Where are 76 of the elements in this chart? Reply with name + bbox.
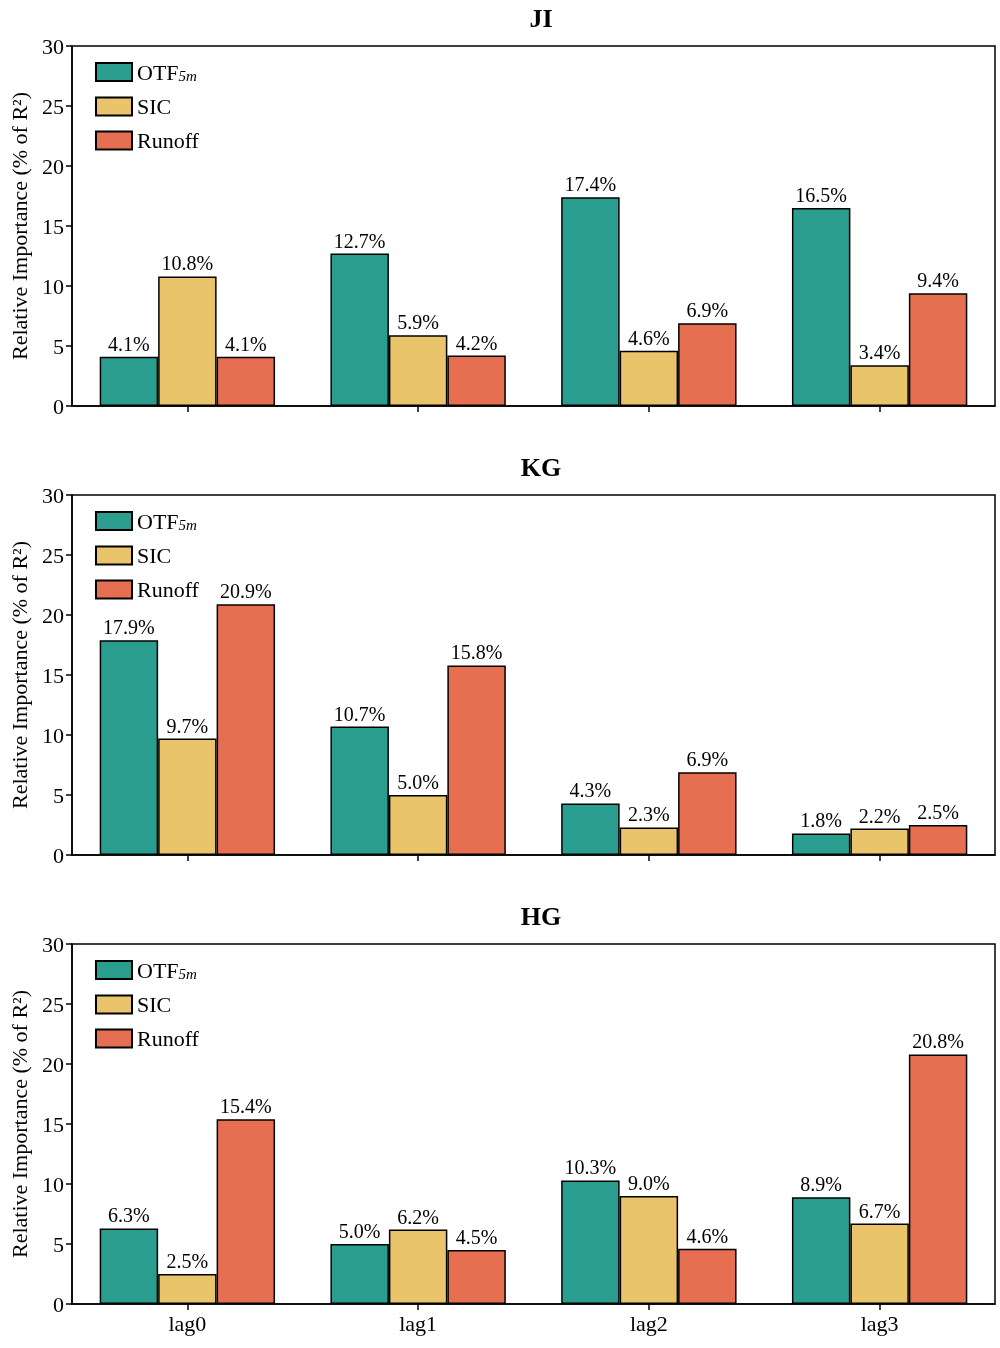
data-label: 20.9% — [220, 580, 272, 603]
data-label: 5.0% — [397, 771, 439, 793]
data-label: 2.5% — [917, 801, 959, 823]
legend-label: Runoff — [137, 128, 200, 153]
y-tick-label: 20 — [42, 602, 64, 628]
data-label: 2.3% — [628, 803, 670, 826]
data-label: 6.2% — [397, 1205, 439, 1228]
data-label: 4.6% — [686, 1224, 729, 1247]
y-tick-label: 15 — [42, 1111, 64, 1137]
x-tick-label: lag3 — [860, 1310, 899, 1336]
y-tick-label: 0 — [53, 393, 64, 419]
x-tick-label: lag0 — [168, 1310, 207, 1336]
y-tick-label: 15 — [42, 213, 64, 239]
y-tick-label: 25 — [42, 542, 64, 568]
data-label: 1.8% — [800, 809, 842, 832]
data-label: 5.9% — [397, 311, 439, 334]
y-tick-label: 30 — [42, 482, 64, 508]
data-label: 3.4% — [858, 341, 901, 364]
y-tick-label: 30 — [42, 931, 64, 957]
data-label: 2.5% — [166, 1250, 209, 1272]
data-label: 4.2% — [455, 331, 498, 354]
data-label: 12.7% — [333, 229, 386, 252]
data-label: 2.2% — [858, 804, 901, 827]
y-tick-label: 0 — [53, 842, 64, 868]
x-tick-label: lag1 — [399, 1310, 438, 1336]
data-label: 20.8% — [912, 1030, 964, 1053]
data-label: 6.9% — [686, 299, 729, 322]
chart-title: JI — [529, 3, 553, 33]
y-tick-label: 15 — [42, 662, 64, 688]
data-label: 10.3% — [564, 1156, 617, 1179]
data-label: 4.3% — [569, 779, 612, 802]
data-label: 6.3% — [108, 1204, 150, 1227]
y-tick-label: 25 — [42, 991, 64, 1017]
data-label: 16.5% — [795, 184, 847, 206]
legend-label: OTF5m — [137, 957, 198, 983]
chart-title: KG — [520, 452, 562, 482]
data-label: 4.1% — [225, 332, 267, 355]
data-label: 6.9% — [686, 748, 729, 771]
data-label: 9.4% — [917, 269, 959, 292]
legend-label: OTF5m — [137, 59, 198, 85]
data-label: 15.4% — [220, 1095, 272, 1118]
legend-label: OTF5m — [137, 508, 198, 534]
y-tick-label: 20 — [42, 1051, 64, 1077]
y-tick-label: 10 — [42, 273, 64, 299]
legend-label: SIC — [137, 94, 172, 119]
data-label: 9.0% — [628, 1172, 670, 1194]
y-tick-label: 5 — [53, 782, 64, 808]
data-label: 17.9% — [103, 616, 155, 639]
y-axis-title: Relative Importance (% of R²) — [6, 540, 32, 810]
data-label: 4.6% — [628, 326, 670, 349]
data-label: 6.7% — [858, 1199, 901, 1222]
y-tick-label: 10 — [42, 1171, 64, 1197]
legend-label: SIC — [137, 992, 172, 1017]
data-label: 9.7% — [166, 714, 209, 737]
y-tick-label: 5 — [53, 1231, 64, 1257]
chart-title: HG — [520, 901, 562, 931]
legend-label: Runoff — [137, 1026, 200, 1051]
legend-label: SIC — [137, 543, 172, 568]
y-tick-label: 0 — [53, 1291, 64, 1317]
data-label: 4.5% — [455, 1226, 498, 1248]
x-tick-label: lag2 — [629, 1310, 668, 1336]
y-tick-label: 25 — [42, 93, 64, 119]
legend-label: Runoff — [137, 577, 200, 602]
y-tick-label: 20 — [42, 153, 64, 179]
y-axis-title: Relative Importance (% of R²) — [6, 989, 32, 1259]
data-label: 8.9% — [800, 1173, 842, 1196]
y-tick-label: 30 — [42, 33, 64, 59]
data-label: 15.8% — [450, 641, 503, 664]
y-tick-label: 5 — [53, 333, 64, 359]
data-label: 10.8% — [161, 252, 214, 275]
data-label: 10.7% — [333, 702, 386, 725]
data-label: 5.0% — [338, 1220, 381, 1242]
y-axis-title: Relative Importance (% of R²) — [6, 91, 32, 361]
data-label: 4.1% — [108, 332, 150, 355]
data-label: 17.4% — [564, 173, 617, 196]
y-tick-label: 10 — [42, 722, 64, 748]
